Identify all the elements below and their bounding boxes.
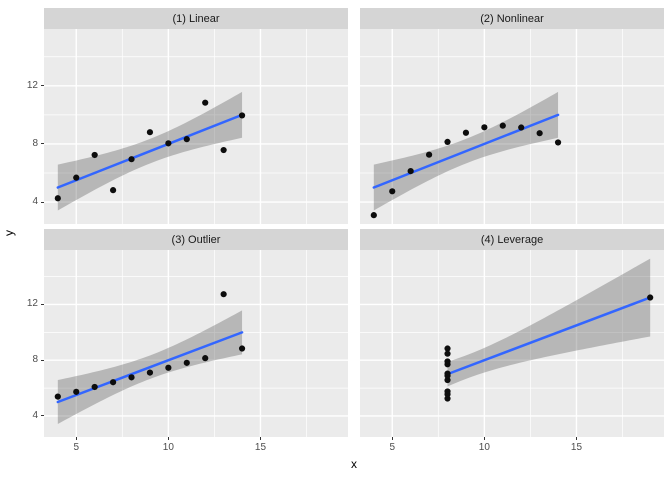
y-tick-mark: [41, 201, 44, 203]
data-point: [238, 345, 246, 352]
panel-grid-minor: [360, 29, 664, 224]
x-tick-label: 5: [73, 442, 80, 453]
regression-line: [56, 331, 244, 404]
data-point: [183, 136, 190, 143]
x-tick-mark: [575, 437, 577, 440]
data-point: [536, 130, 543, 137]
data-point: [183, 359, 190, 366]
panel-grid-minor: [360, 250, 664, 437]
y-tick-label: 12: [26, 79, 38, 91]
data-point: [91, 151, 98, 159]
data-point: [554, 139, 562, 146]
regression-line: [56, 113, 244, 189]
facet-strip-label: (3) Outlier: [171, 233, 221, 246]
y-tick-mark: [41, 143, 44, 145]
facet-strip-outlier: (3) Outlier: [44, 229, 348, 250]
y-tick-label: 8: [32, 137, 38, 149]
x-tick-mark: [167, 437, 169, 440]
facet-panel-nonlinear: [360, 29, 664, 224]
x-tick-mark: [391, 437, 393, 440]
data-point: [444, 372, 451, 379]
data-points: [370, 122, 562, 219]
x-tick-label: 10: [162, 442, 174, 453]
x-tick-mark: [483, 437, 485, 440]
data-point: [202, 99, 209, 106]
facet-panel-leverage: [360, 250, 664, 437]
data-point: [146, 369, 154, 376]
facet-panel-linear: [44, 29, 348, 224]
data-point: [220, 291, 227, 298]
x-axis-title: x: [351, 457, 357, 471]
x-tick-label: 5: [389, 442, 396, 453]
facet-strip-leverage: (4) Leverage: [360, 229, 664, 250]
data-point: [370, 212, 377, 219]
data-point: [444, 350, 451, 357]
data-point: [73, 388, 80, 395]
data-point: [165, 364, 172, 371]
y-tick-label: 12: [26, 298, 38, 310]
facet-strip-label: (4) Leverage: [480, 233, 544, 246]
data-point: [109, 187, 117, 194]
data-point: [54, 195, 61, 202]
data-point: [425, 151, 433, 158]
data-point: [54, 393, 61, 400]
data-point: [165, 140, 172, 147]
data-point: [91, 383, 98, 391]
y-tick-label: 4: [32, 409, 38, 421]
x-tick-label: 15: [570, 442, 583, 453]
facet-strip-linear: (1) Linear: [44, 8, 348, 29]
data-point: [444, 376, 451, 384]
data-point: [444, 395, 451, 402]
panel-background: [44, 29, 348, 224]
y-axis-title: y: [2, 230, 16, 236]
data-point: [444, 138, 451, 145]
panel-background: [360, 250, 664, 437]
facet-panel-outlier: [44, 250, 348, 437]
data-point: [128, 156, 135, 163]
data-point: [407, 168, 414, 175]
x-tick-label: 15: [254, 442, 267, 453]
panel-background: [44, 250, 348, 437]
facet-strip-nonlinear: (2) Nonlinear: [360, 8, 664, 29]
x-tick-mark: [75, 437, 77, 440]
y-tick-mark: [41, 85, 44, 87]
y-tick-label: 4: [32, 196, 38, 208]
data-point: [444, 391, 451, 398]
panel-background: [360, 29, 664, 224]
panel-grid-major: [360, 250, 664, 437]
panel-grid-major: [44, 29, 348, 224]
facet-strip-label: (1) Linear: [172, 12, 220, 25]
x-tick-label: 10: [478, 442, 490, 453]
y-tick-mark: [41, 359, 44, 361]
regression-line: [446, 296, 652, 376]
y-tick-mark: [41, 415, 44, 417]
data-point: [238, 112, 246, 119]
x-tick-mark: [259, 437, 261, 440]
data-point: [481, 124, 488, 131]
data-point: [146, 129, 154, 136]
data-point: [647, 294, 654, 301]
data-point: [220, 146, 227, 154]
data-point: [444, 345, 451, 352]
data-point: [202, 355, 209, 362]
data-point: [109, 379, 117, 386]
panel-grid-major: [44, 250, 348, 437]
y-tick-label: 8: [32, 354, 38, 366]
data-point: [128, 374, 135, 381]
data-point: [462, 129, 470, 136]
data-point: [518, 124, 525, 131]
regression-line: [372, 113, 560, 189]
data-point: [73, 174, 80, 181]
y-tick-mark: [41, 303, 44, 305]
data-point: [389, 188, 396, 195]
facet-strip-label: (2) Nonlinear: [480, 12, 544, 25]
data-point: [444, 358, 451, 365]
data-points: [444, 294, 654, 402]
data-points: [54, 99, 246, 202]
data-point: [499, 122, 506, 129]
data-points: [54, 291, 246, 400]
